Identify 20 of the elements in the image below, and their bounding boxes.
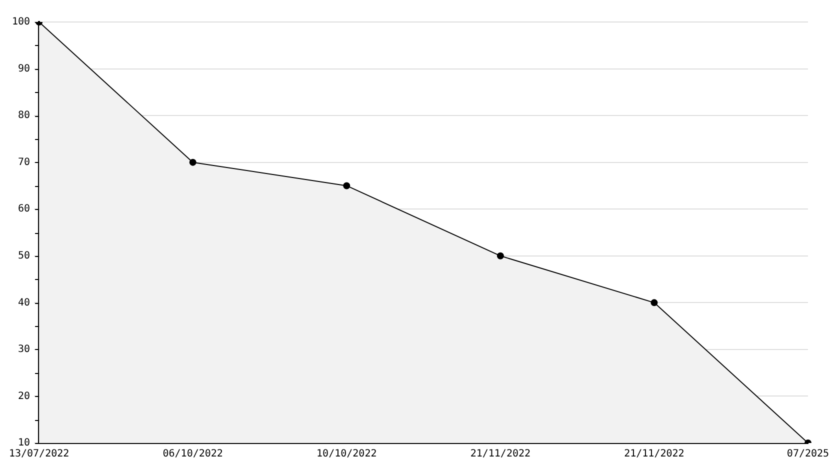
y-tick-label: 40 xyxy=(18,297,30,308)
point xyxy=(496,252,504,260)
point xyxy=(650,299,658,306)
y-tick-label: 100 xyxy=(12,16,30,28)
point xyxy=(343,182,350,190)
x-tick-label: 07/2025 xyxy=(786,448,830,460)
y-tick-label: 80 xyxy=(18,110,30,122)
x-tick-label: 10/10/2022 xyxy=(316,448,377,460)
x-tick-label: 13/07/2022 xyxy=(8,448,70,460)
y-tick-label: 70 xyxy=(18,156,30,168)
point xyxy=(189,158,196,166)
x-tick-label: 21/11/2022 xyxy=(624,448,684,460)
y-tick-label: 20 xyxy=(18,390,30,402)
y-tick-label: 30 xyxy=(18,344,30,356)
x-tick-label: 21/11/2022 xyxy=(470,448,531,460)
y-tick-label: 60 xyxy=(18,204,30,215)
x-tick-label: 06/10/2022 xyxy=(162,448,223,460)
y-tick-label: 90 xyxy=(18,63,30,74)
y-tick-label: 50 xyxy=(18,250,30,262)
y-tick-label: 10 xyxy=(18,438,30,449)
